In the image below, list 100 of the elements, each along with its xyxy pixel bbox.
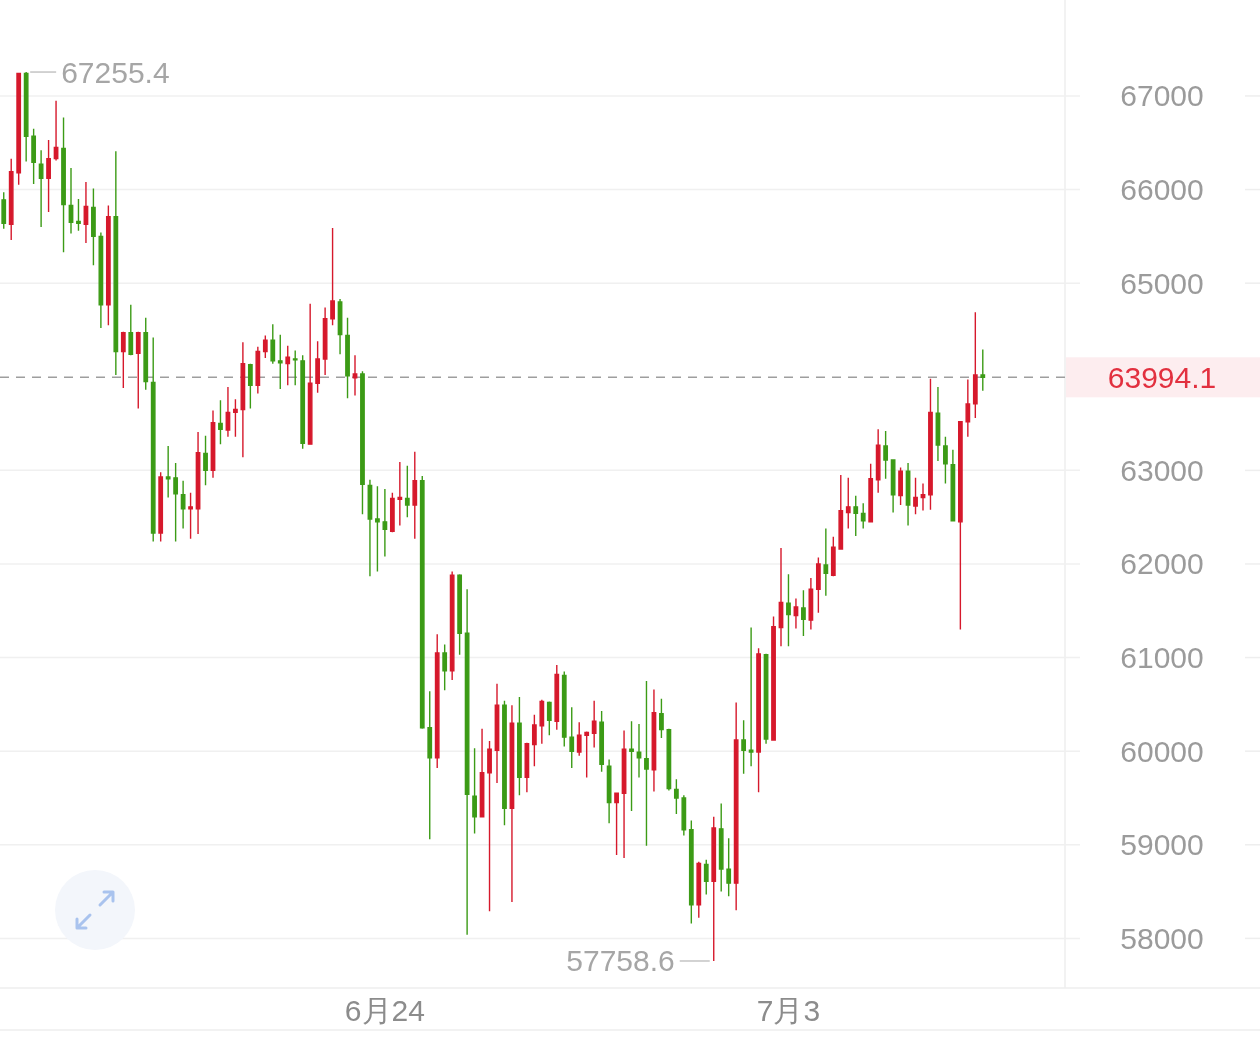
candlestick <box>539 699 545 745</box>
candlestick <box>748 626 754 767</box>
candlestick <box>300 354 306 450</box>
candlestick <box>8 157 14 241</box>
candlestick <box>928 377 933 511</box>
candlestick <box>531 713 537 767</box>
candlestick <box>696 860 702 919</box>
candlestick <box>218 399 223 445</box>
candlestick <box>943 435 948 485</box>
candlestick <box>830 536 836 577</box>
candlestick <box>322 306 328 376</box>
candlestick <box>76 198 81 232</box>
candlestick <box>838 474 844 550</box>
candlestick <box>726 837 732 897</box>
candlestick <box>464 588 470 936</box>
candlestick <box>666 728 672 792</box>
candlestick <box>599 710 605 773</box>
candlestick <box>270 323 276 365</box>
candlestick <box>636 723 642 779</box>
candlestick <box>150 336 156 543</box>
candlestick <box>158 471 164 543</box>
candlestick <box>91 187 96 267</box>
y-tick-label: 59000 <box>1120 828 1204 862</box>
candlestick <box>681 794 687 837</box>
candlestick <box>756 647 761 794</box>
candlestick <box>105 204 111 326</box>
candlestick <box>225 386 231 438</box>
candlestick <box>957 420 963 631</box>
candlestick <box>778 547 784 648</box>
candlestick <box>502 699 507 826</box>
annotation: 67255.4 <box>61 55 170 89</box>
candlestick <box>419 475 425 730</box>
candlestick <box>584 730 590 779</box>
candlestick <box>143 317 149 391</box>
candlestick <box>479 728 485 818</box>
candlestick <box>240 341 246 458</box>
candlestick <box>68 167 74 235</box>
candlestick <box>868 463 874 523</box>
candlestick <box>457 573 463 656</box>
candlestick <box>621 729 627 859</box>
candlestick <box>629 720 634 812</box>
candlestick <box>494 683 500 784</box>
candlestick <box>345 317 350 399</box>
candlestick <box>823 527 829 597</box>
candlestick <box>397 461 403 527</box>
candlestick <box>367 479 373 577</box>
candlestick <box>53 99 59 162</box>
candlestick <box>950 449 956 522</box>
candlestick <box>644 680 649 847</box>
y-tick-label: 67000 <box>1120 79 1204 113</box>
candlestick <box>113 150 119 376</box>
y-tick-label: 66000 <box>1120 173 1204 207</box>
candlestick <box>733 701 739 912</box>
candlestick <box>16 72 22 186</box>
candlestick <box>375 485 380 573</box>
candlestick <box>905 462 911 527</box>
candlestick <box>546 700 552 736</box>
candlestick <box>382 488 388 558</box>
annotation: 57758.6 <box>566 944 675 978</box>
candlestick <box>524 742 530 794</box>
candlestick <box>307 303 313 445</box>
candlestick <box>980 348 986 392</box>
candlestick <box>890 459 896 514</box>
candlestick <box>845 477 851 530</box>
candlestick <box>771 615 776 741</box>
candlestick <box>875 428 881 494</box>
candlestick <box>285 345 291 386</box>
candlestick <box>277 333 283 390</box>
candlestick <box>360 370 365 516</box>
candlestick <box>203 435 208 487</box>
candlestick <box>718 802 724 893</box>
candlestick <box>673 778 679 815</box>
candlestick <box>412 450 418 540</box>
candlestick <box>262 334 268 359</box>
y-tick-label: 62000 <box>1120 547 1204 581</box>
candlestick <box>38 149 44 228</box>
candlestick <box>247 362 253 410</box>
candlestick <box>741 719 747 775</box>
y-tick-label: 58000 <box>1120 921 1204 955</box>
candlestick <box>972 311 978 419</box>
candlestick <box>120 331 126 389</box>
candlestick <box>352 354 358 397</box>
candlestick <box>509 704 515 903</box>
candlestick <box>255 346 261 395</box>
candlestick <box>711 816 717 962</box>
candlestick <box>427 690 433 840</box>
candlestick <box>98 231 104 329</box>
candlestick <box>576 721 582 757</box>
candlestick <box>606 758 612 824</box>
candlestick <box>330 227 335 326</box>
candlestick <box>292 349 298 386</box>
candlestick <box>554 664 560 731</box>
candlestick <box>569 706 575 769</box>
x-tick-label: 7月3 <box>756 993 821 1027</box>
candlestick <box>165 445 171 499</box>
candlestick <box>651 688 657 793</box>
candlestick <box>591 699 597 749</box>
y-tick-label: 65000 <box>1120 266 1204 300</box>
candlestick <box>128 303 134 356</box>
y-tick-label: 60000 <box>1120 734 1204 768</box>
